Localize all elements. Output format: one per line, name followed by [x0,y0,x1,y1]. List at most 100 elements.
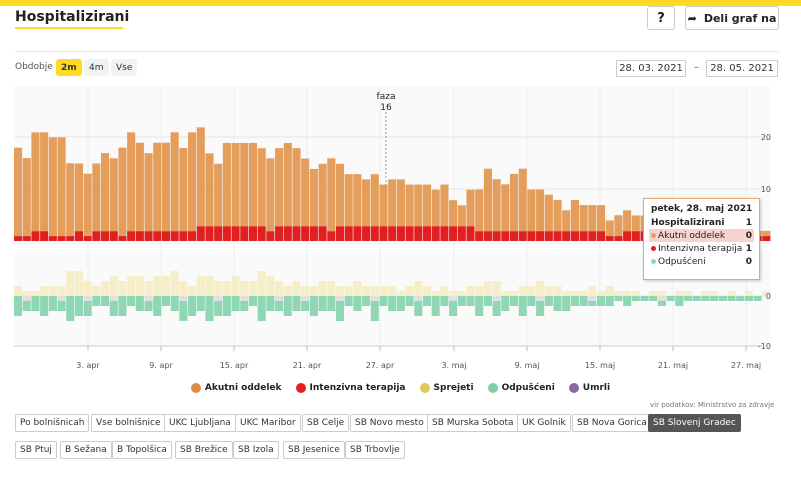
admitted-bar[interactable] [501,291,510,296]
acute-bar[interactable] [422,184,432,227]
admitted-bar[interactable] [31,291,40,296]
acute-bar[interactable] [631,215,640,232]
filter-ukc-ljubljana[interactable]: UKC Ljubljana [164,414,236,432]
admitted-bar[interactable] [344,286,353,296]
discharged-bar[interactable] [196,296,205,311]
icu-bar[interactable] [588,231,597,241]
icu-bar[interactable] [127,231,136,241]
admitted-bar[interactable] [353,281,362,296]
discharged-bar[interactable] [205,296,214,321]
discharged-bar[interactable] [710,296,719,301]
discharged-bar[interactable] [14,296,23,316]
acute-bar[interactable] [40,132,49,232]
acute-bar[interactable] [362,179,371,227]
icu-bar[interactable] [762,236,771,241]
acute-bar[interactable] [562,210,571,232]
icu-bar[interactable] [31,231,40,241]
icu-bar[interactable] [144,231,153,241]
acute-bar[interactable] [57,137,66,237]
discharged-bar[interactable] [101,296,110,306]
discharged-bar[interactable] [283,296,292,316]
acute-bar[interactable] [31,132,40,232]
discharged-bar[interactable] [657,301,666,306]
discharged-bar[interactable] [692,296,701,301]
admitted-bar[interactable] [631,291,640,296]
admitted-bar[interactable] [266,276,275,296]
icu-bar[interactable] [275,226,284,241]
admitted-bar[interactable] [544,286,553,296]
acute-bar[interactable] [214,163,223,227]
discharged-bar[interactable] [40,296,49,316]
icu-bar[interactable] [40,231,49,241]
deceased-bar[interactable] [22,296,31,301]
discharged-bar[interactable] [301,301,310,311]
acute-bar[interactable] [509,173,519,232]
legend-item-discharged[interactable]: Odpušćeni [487,383,555,393]
discharged-bar[interactable] [370,301,379,321]
discharged-bar[interactable] [509,296,519,306]
deceased-bar[interactable] [179,296,188,301]
icu-bar[interactable] [14,236,23,241]
discharged-bar[interactable] [588,301,597,306]
filter-sb-celje[interactable]: SB Celje [302,414,350,432]
discharged-bar[interactable] [562,296,571,311]
discharged-bar[interactable] [483,296,492,306]
discharged-bar[interactable] [631,296,640,301]
admitted-bar[interactable] [101,281,110,296]
discharged-bar[interactable] [570,296,579,306]
icu-bar[interactable] [501,231,510,241]
acute-bar[interactable] [266,158,275,232]
icu-bar[interactable] [153,231,162,241]
icu-bar[interactable] [457,226,466,241]
admitted-bar[interactable] [161,276,171,296]
admitted-bar[interactable] [623,291,632,296]
discharged-bar[interactable] [31,296,40,311]
icu-bar[interactable] [353,226,362,241]
admitted-bar[interactable] [431,291,440,296]
discharged-bar[interactable] [614,296,623,301]
acute-bar[interactable] [118,147,127,237]
acute-bar[interactable] [292,148,301,227]
icu-bar[interactable] [570,231,579,241]
discharged-bar[interactable] [266,296,275,311]
admitted-bar[interactable] [109,276,118,296]
admitted-bar[interactable] [118,281,127,296]
acute-bar[interactable] [196,127,205,227]
icu-bar[interactable] [440,226,449,241]
acute-bar[interactable] [396,179,405,227]
discharged-bar[interactable] [518,296,527,316]
icu-bar[interactable] [631,231,640,241]
discharged-bar[interactable] [683,296,693,301]
discharged-bar[interactable] [362,296,371,306]
discharged-bar[interactable] [231,296,240,311]
filter-sb-trbovlje[interactable]: SB Trbovlje [345,441,405,459]
discharged-bar[interactable] [344,296,353,306]
admitted-bar[interactable] [92,286,101,296]
acute-bar[interactable] [588,205,597,232]
deceased-bar[interactable] [588,296,597,301]
acute-bar[interactable] [623,210,632,232]
acute-bar[interactable] [344,174,353,227]
discharged-bar[interactable] [744,296,753,301]
acute-bar[interactable] [66,163,75,237]
icu-bar[interactable] [422,226,432,241]
admitted-bar[interactable] [170,271,179,296]
filter-b-topolsica[interactable]: B Topolšica [112,441,172,459]
acute-bar[interactable] [248,142,258,227]
icu-bar[interactable] [205,226,214,241]
icu-bar[interactable] [92,231,101,241]
legend-item-deceased[interactable]: Umrli [568,383,610,393]
acute-bar[interactable] [405,184,414,227]
acute-bar[interactable] [101,153,110,232]
discharged-bar[interactable] [753,296,762,301]
discharged-bar[interactable] [92,296,101,306]
discharged-bar[interactable] [335,301,345,321]
icu-bar[interactable] [327,231,336,241]
icu-bar[interactable] [248,226,258,241]
icu-bar[interactable] [48,236,57,241]
acute-bar[interactable] [762,230,771,237]
discharged-bar[interactable] [492,301,501,316]
icu-bar[interactable] [222,226,231,241]
acute-bar[interactable] [370,174,379,227]
discharged-bar[interactable] [579,296,588,306]
